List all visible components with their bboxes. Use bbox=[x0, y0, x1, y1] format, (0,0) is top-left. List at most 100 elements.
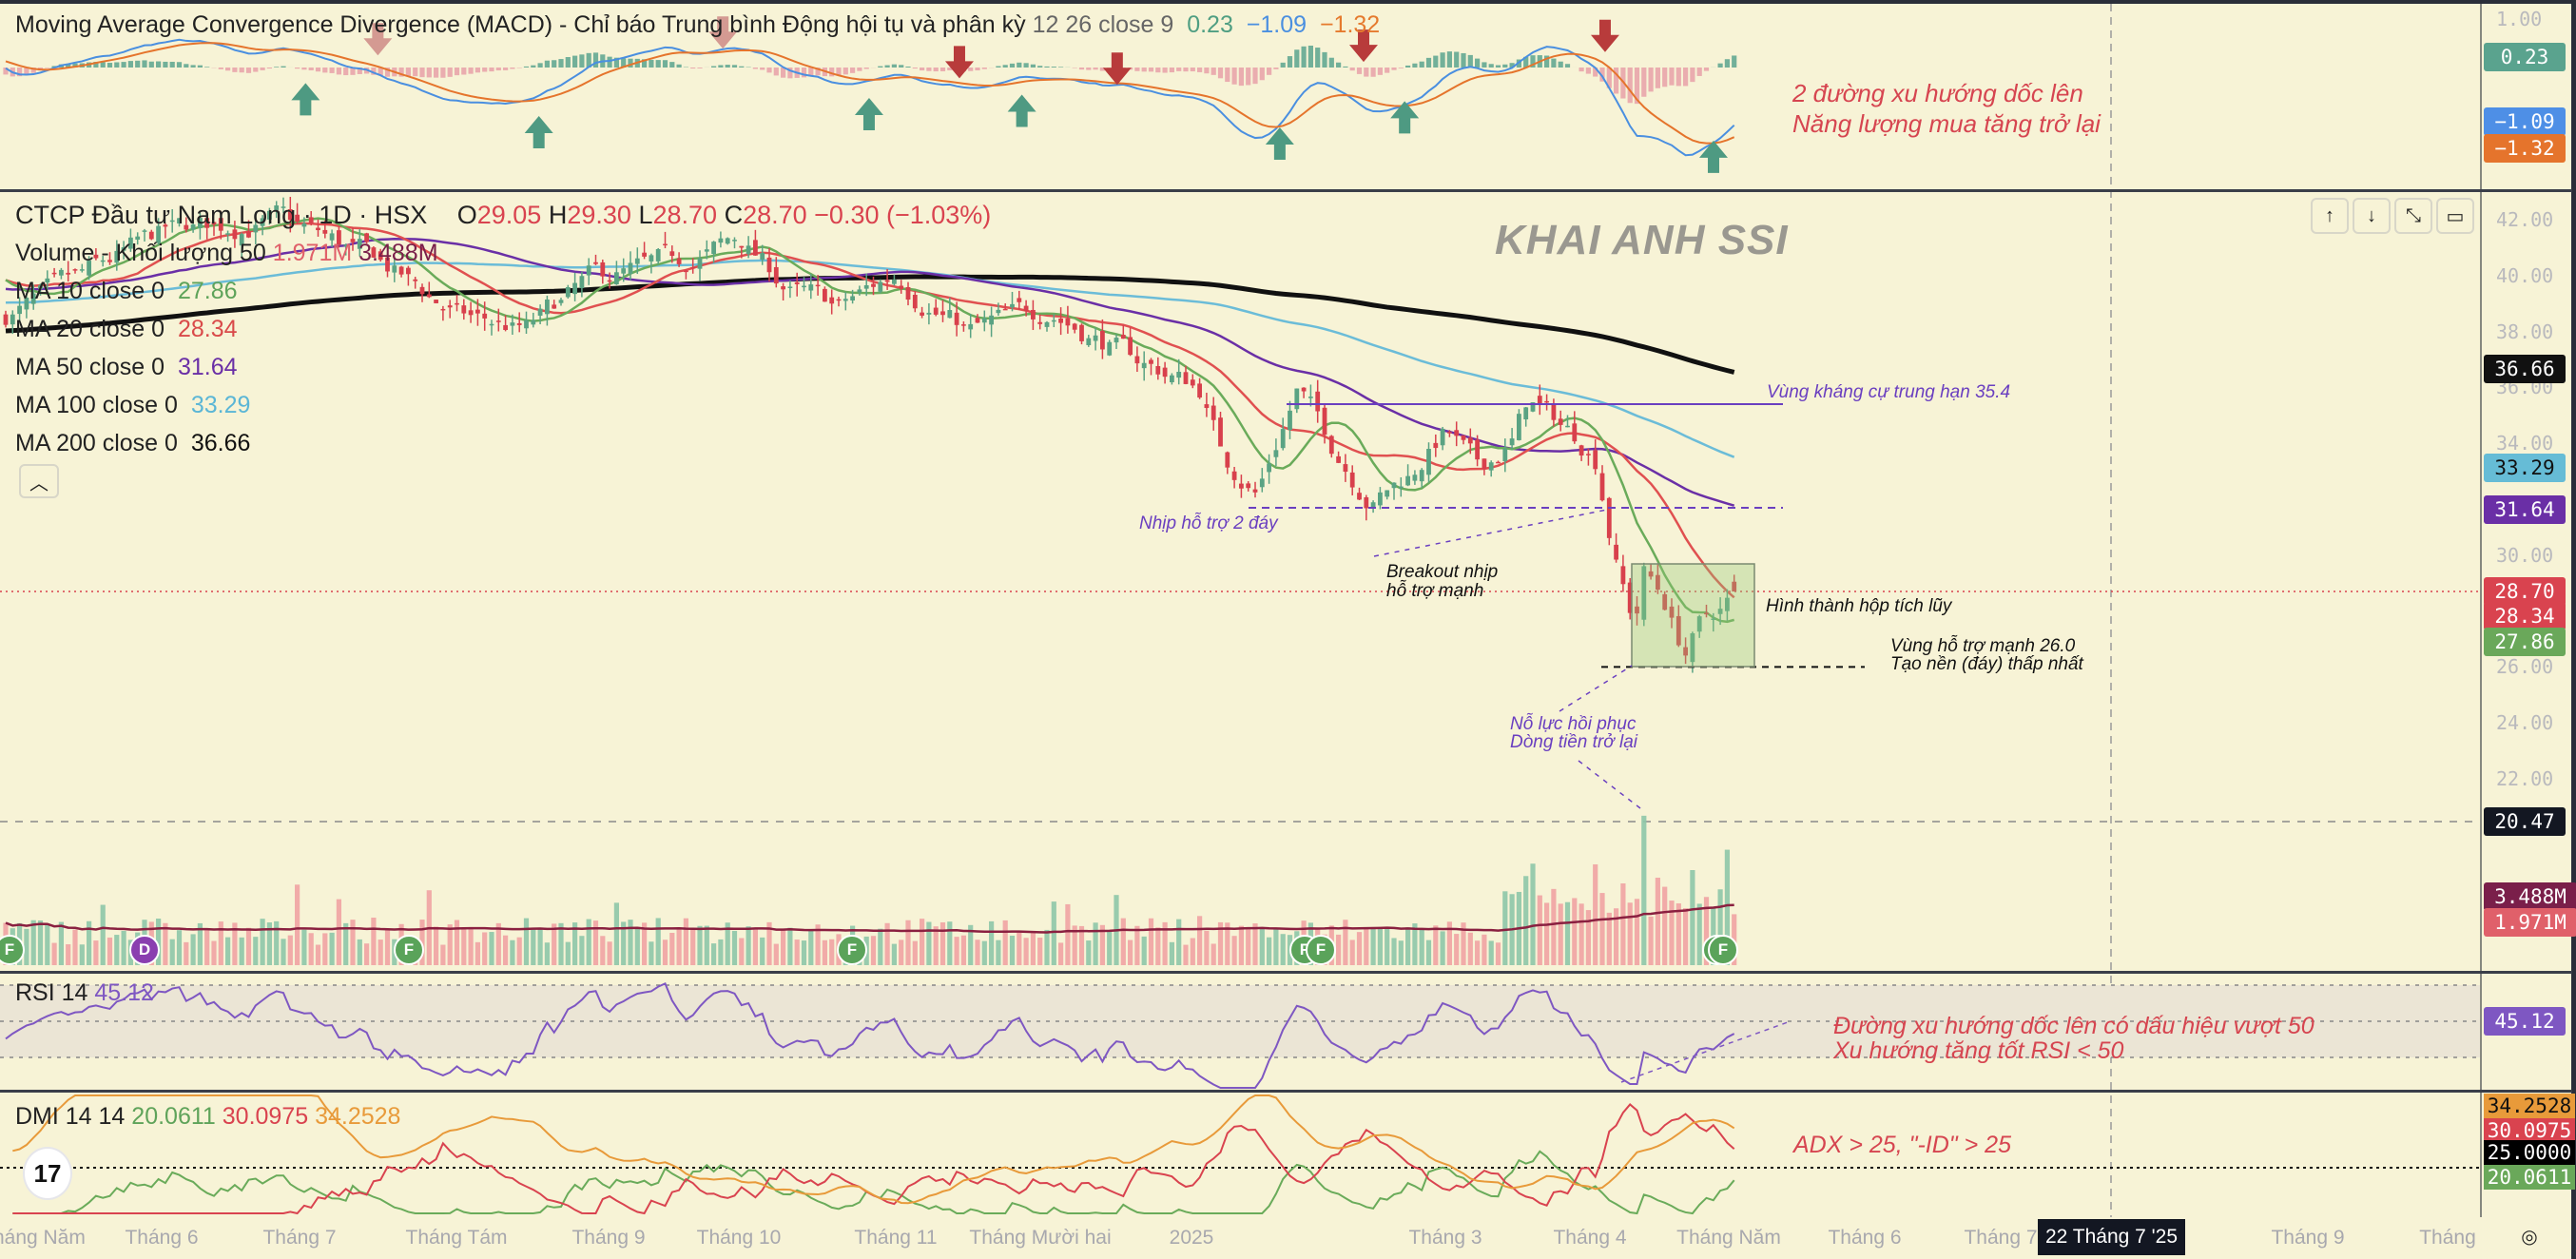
box-annotation[interactable]: Hình thành hộp tích lũy bbox=[1766, 596, 1952, 616]
volume-bar bbox=[1703, 897, 1710, 965]
earnings-event-marker[interactable]: F bbox=[1708, 935, 1738, 965]
volume-bar bbox=[232, 922, 238, 965]
candle-body bbox=[1696, 616, 1702, 632]
macd-histogram-bar bbox=[579, 54, 585, 68]
volume-bar bbox=[1467, 932, 1473, 965]
ma-10-line bbox=[5, 217, 1735, 624]
eye-icon[interactable]: ◎ bbox=[2521, 1227, 2538, 1248]
time-axis-label: Tháng 6 bbox=[1828, 1227, 1902, 1249]
volume-bar bbox=[184, 941, 189, 965]
ma-legend-2[interactable]: MA 50 close 0 31.64 bbox=[15, 354, 238, 381]
ma-legend-4[interactable]: MA 200 close 0 36.66 bbox=[15, 430, 250, 457]
volume-bar bbox=[1696, 903, 1702, 965]
maximize-icon: ▭ bbox=[2446, 205, 2465, 227]
macd-signal-label: −1.32 bbox=[2484, 134, 2566, 163]
time-axis-label: Tháng 7 bbox=[262, 1227, 337, 1249]
breakout-annotation[interactable]: Breakout nhịp hỗ trợ mạnh bbox=[1386, 563, 1498, 601]
macd-signal-value: −1.32 bbox=[1319, 11, 1381, 38]
volume-bar bbox=[1627, 902, 1633, 965]
candle-body bbox=[59, 269, 64, 276]
candle-body bbox=[1349, 472, 1355, 488]
move-down-button[interactable]: ↓ bbox=[2353, 198, 2391, 234]
tradingview-logo[interactable]: 17 bbox=[23, 1147, 72, 1200]
macd-histogram-bar bbox=[773, 68, 779, 76]
macd-histogram-bar bbox=[1294, 49, 1300, 68]
volume-bar bbox=[1523, 876, 1529, 965]
symbol-legend[interactable]: CTCP Đầu tư Nam Long · 1D · HSX O29.05 H… bbox=[15, 201, 991, 230]
volume-bar bbox=[690, 928, 696, 965]
double-bottom-annotation[interactable]: Nhịp hỗ trợ 2 đáy bbox=[1139, 513, 1278, 533]
volume-bar bbox=[468, 927, 474, 965]
earnings-event-marker[interactable]: F bbox=[1306, 935, 1336, 965]
pane-separator-dmi[interactable] bbox=[0, 1090, 2572, 1093]
volume-bar bbox=[920, 919, 925, 965]
volume-bar bbox=[287, 935, 293, 965]
candle-body bbox=[711, 242, 716, 255]
macd-histogram-bar bbox=[384, 68, 391, 77]
macd-histogram-bar bbox=[884, 65, 890, 68]
dividend-event-marker[interactable]: D bbox=[129, 935, 160, 965]
support-annotation[interactable]: Vùng hỗ trợ mạnh 26.0 Tạo nền (đáy) thấp… bbox=[1890, 637, 2083, 673]
collapse-pane-button[interactable]: ⤡ bbox=[2394, 198, 2432, 234]
volume-bar bbox=[1225, 922, 1230, 965]
volume-bar bbox=[1648, 916, 1654, 965]
time-axis-label: Tháng 4 bbox=[1553, 1227, 1627, 1249]
macd-histogram-bar bbox=[1488, 64, 1494, 68]
macd-histogram-bar bbox=[426, 68, 432, 78]
candle-body bbox=[1635, 606, 1639, 614]
macd-histogram-bar bbox=[1551, 58, 1557, 68]
macd-histogram-bar bbox=[891, 64, 897, 68]
volume-bar bbox=[1579, 903, 1584, 965]
earnings-event-marker[interactable]: F bbox=[394, 935, 424, 965]
volume-bar bbox=[1148, 918, 1154, 965]
volume-bar bbox=[1606, 912, 1612, 965]
candle-body bbox=[371, 247, 377, 258]
volume-bar bbox=[531, 927, 536, 965]
volume-bar bbox=[1724, 849, 1730, 965]
earnings-event-marker[interactable]: F bbox=[837, 935, 867, 965]
dmi-annotation[interactable]: ADX > 25, "-ID" > 25 bbox=[1793, 1132, 2011, 1158]
volume-bar bbox=[266, 922, 272, 965]
time-axis-label: Tháng 10 bbox=[696, 1227, 782, 1249]
ma-legend-3[interactable]: MA 100 close 0 33.29 bbox=[15, 392, 250, 419]
macd-histogram-bar bbox=[676, 64, 682, 68]
macd-histogram-bar bbox=[447, 68, 453, 77]
candle-body bbox=[1315, 391, 1321, 412]
volume-legend[interactable]: Volume - Khối lượng 50 1.971M 3.488M bbox=[15, 240, 438, 267]
volume-bar bbox=[1134, 925, 1140, 965]
candle-body bbox=[1725, 597, 1730, 611]
recovery-annotation[interactable]: Nỗ lực hồi phục Dòng tiền trở lại bbox=[1510, 715, 1637, 751]
volume-bar bbox=[975, 939, 980, 965]
macd-histogram-bar bbox=[1641, 68, 1647, 97]
move-up-button[interactable]: ↑ bbox=[2311, 198, 2349, 234]
candle-body bbox=[1627, 582, 1633, 613]
volume-bar bbox=[1072, 925, 1077, 965]
candle-body bbox=[1488, 462, 1494, 471]
dmi-value-label: 30.0975 bbox=[2484, 1118, 2575, 1143]
candle-body bbox=[565, 287, 571, 298]
resistance-annotation[interactable]: Vùng kháng cự trung hạn 35.4 bbox=[1767, 382, 2011, 402]
pane-separator-macd[interactable] bbox=[0, 189, 2572, 192]
macd-histogram-bar bbox=[1343, 66, 1348, 68]
candle-body bbox=[301, 223, 307, 227]
candle-body bbox=[1717, 609, 1723, 614]
volume-bar bbox=[649, 941, 654, 965]
macd-histogram-bar bbox=[1509, 63, 1515, 68]
rsi-legend[interactable]: RSI 14 45.12 bbox=[15, 979, 154, 1007]
candle-body bbox=[1211, 405, 1216, 420]
macd-histogram-bar bbox=[1211, 68, 1216, 75]
ma-legend-1[interactable]: MA 20 close 0 28.34 bbox=[15, 316, 238, 343]
dmi-adx-value: 34.2528 bbox=[315, 1103, 401, 1130]
price-tick: 38.00 bbox=[2496, 320, 2554, 343]
dmi-legend[interactable]: DMI 14 14 20.0611 30.0975 34.2528 bbox=[15, 1103, 400, 1131]
macd-histogram-bar bbox=[1530, 55, 1536, 68]
maximize-pane-button[interactable]: ▭ bbox=[2436, 198, 2474, 234]
collapse-legend-button[interactable]: ︿ bbox=[19, 464, 59, 498]
pane-separator-rsi[interactable] bbox=[0, 971, 2572, 974]
volume-bar bbox=[343, 922, 349, 965]
ma-legend-0[interactable]: MA 10 close 0 27.86 bbox=[15, 278, 238, 305]
macd-legend[interactable]: Moving Average Convergence Divergence (M… bbox=[15, 11, 1380, 39]
earnings-event-marker[interactable]: F bbox=[0, 935, 25, 965]
rsi-annotation[interactable]: Đường xu hướng dốc lên có dấu hiệu vượt … bbox=[1833, 1014, 2315, 1063]
macd-histogram-bar bbox=[1482, 62, 1487, 68]
